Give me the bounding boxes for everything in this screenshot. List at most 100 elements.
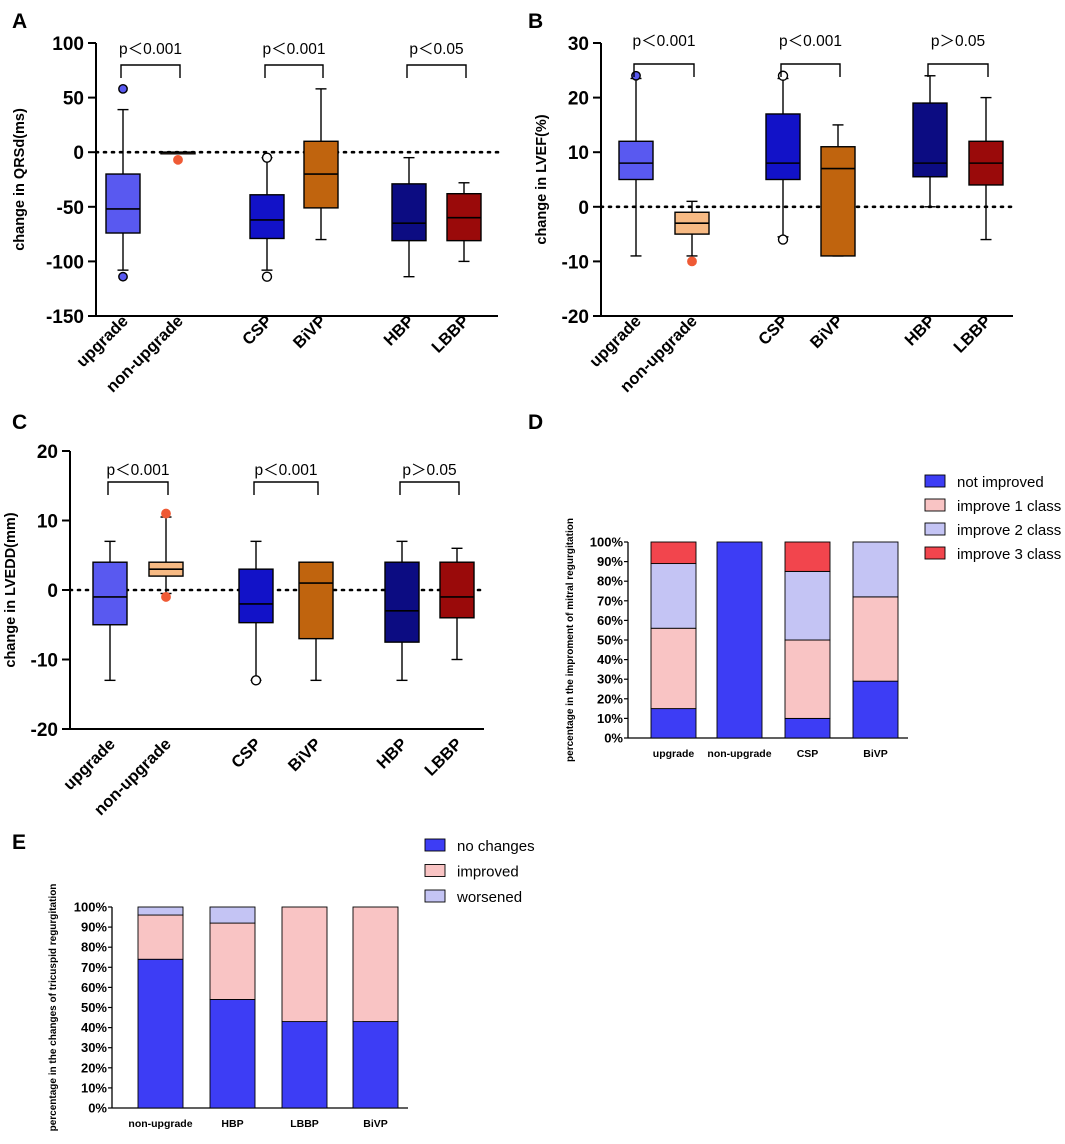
bar-segment [852, 541, 899, 598]
outlier-point [173, 154, 183, 165]
p-value-label: p＜0.001 [633, 33, 696, 50]
y-axis-label: change in QRSd(ms) [12, 108, 28, 251]
bar-segment [281, 1021, 328, 1109]
y-tick-label: 100% [590, 535, 624, 550]
box-LBBP: LBBP [428, 182, 482, 357]
p-value-label: p＜0.001 [119, 41, 182, 58]
legend-swatch [424, 889, 446, 903]
bar-segment [137, 914, 184, 960]
y-tick-label: 20 [37, 442, 58, 463]
box-iqr [249, 194, 285, 240]
bar-segment [650, 627, 697, 710]
outlier-point [261, 271, 273, 282]
y-tick-label: -20 [31, 720, 58, 741]
bar-segment [137, 958, 184, 1109]
box-non-upgrade: non-upgrade [617, 200, 710, 396]
legend-swatch [424, 864, 446, 877]
bar-segment [650, 563, 697, 629]
legend: not improved improve 1 class improve 2 cla… [924, 474, 1061, 563]
significance-bracket [120, 64, 181, 78]
bar-non-upgrade: non-upgrade [128, 906, 193, 1130]
bar-BiVP: BiVP [852, 541, 899, 760]
panel-letter: A [12, 10, 27, 33]
legend: no changes improved worsened [424, 838, 535, 906]
p-value-label: p＜0.001 [779, 33, 842, 50]
y-tick-label: 0 [578, 198, 589, 219]
box-CSP: CSP [239, 152, 285, 349]
box-HBP: HBP [373, 540, 420, 772]
legend-swatch [424, 838, 446, 852]
significance-bracket [399, 481, 460, 495]
bar-BiVP: BiVP [352, 906, 399, 1130]
outlier-point [777, 70, 789, 81]
legend-label: no changes [457, 838, 535, 855]
box-iqr [105, 173, 141, 234]
bar-segment [852, 680, 899, 739]
y-tick-label: 0% [88, 1101, 107, 1116]
box-iqr [391, 183, 427, 242]
y-tick-label: -20 [562, 307, 589, 328]
panel-letter: C [12, 411, 27, 434]
bar-segment [281, 906, 328, 1023]
y-tick-label: 30% [81, 1040, 107, 1055]
bar-segment [784, 639, 831, 719]
bar-segment [209, 906, 256, 924]
y-tick-label: -10 [562, 252, 589, 273]
significance-bracket [780, 63, 841, 77]
bar-HBP: HBP [209, 906, 256, 1130]
significance-bracket [927, 63, 989, 77]
x-tick-label: LBBP [421, 735, 465, 779]
x-tick-label: LBBP [950, 312, 994, 356]
bar-segment [650, 708, 697, 739]
bar-segment [137, 906, 184, 916]
y-tick-label: -50 [57, 198, 84, 219]
y-tick-label: 30 [568, 34, 589, 55]
outlier-point [118, 271, 128, 282]
y-tick-label: 90% [597, 554, 623, 569]
bar-segment [784, 541, 831, 572]
y-axis-label: change in LVEDD(mm) [3, 512, 19, 667]
y-tick-label: 70% [597, 593, 623, 608]
outlier-point [631, 70, 641, 81]
outlier-point [777, 234, 789, 245]
x-tick-label: HBP [901, 312, 938, 349]
box-iqr [439, 561, 475, 619]
box-HBP: HBP [901, 75, 948, 349]
bar-LBBP: LBBP [281, 906, 328, 1130]
bar-segment [209, 999, 256, 1109]
panel-letter: B [528, 10, 543, 33]
legend-label: improve 1 class [957, 498, 1061, 515]
panel-b-boxplot: B 30 20 10 0 -10 -20 change in LVEF(%) upgradeno… [528, 10, 1017, 396]
y-tick-label: 100 [52, 34, 84, 55]
bar-segment [352, 1021, 399, 1109]
box-BiVP: BiVP [807, 124, 856, 352]
box-iqr [298, 561, 334, 640]
y-tick-label: 10 [568, 143, 589, 164]
y-tick-label: 40% [597, 652, 623, 667]
x-tick-label: CSP [228, 735, 265, 772]
significance-bracket [264, 64, 324, 78]
box-LBBP: LBBP [950, 96, 1004, 357]
x-tick-label: upgrade [586, 312, 645, 371]
x-tick-label: BiVP [363, 1118, 388, 1130]
x-tick-label: BiVP [807, 312, 847, 352]
significance-bracket [406, 64, 467, 78]
y-tick-label: 20% [81, 1060, 107, 1075]
box-LBBP: LBBP [421, 547, 475, 780]
outlier-point [687, 256, 697, 267]
legend-swatch [924, 474, 946, 488]
x-tick-label: BiVP [285, 735, 325, 775]
y-tick-label: 50% [81, 1000, 107, 1015]
x-tick-label: LBBP [290, 1118, 319, 1130]
box-BiVP: BiVP [290, 88, 339, 352]
x-tick-label: BiVP [290, 312, 330, 352]
y-tick-label: 50% [597, 633, 623, 648]
bar-segment [650, 541, 697, 565]
panel-d-stacked-bar: D 0% 10% 20% 30% 40% 50% 60% 70% 80% 90% 100% percen… [528, 411, 1061, 762]
outlier-point [118, 83, 128, 94]
panel-c-boxplot: C 20 10 0 -10 -20 change in LVEDD(mm) upgradeno… [3, 411, 488, 819]
legend-label: improve 2 class [957, 522, 1061, 539]
x-tick-label: HBP [373, 735, 410, 772]
bar-segment [784, 570, 831, 641]
